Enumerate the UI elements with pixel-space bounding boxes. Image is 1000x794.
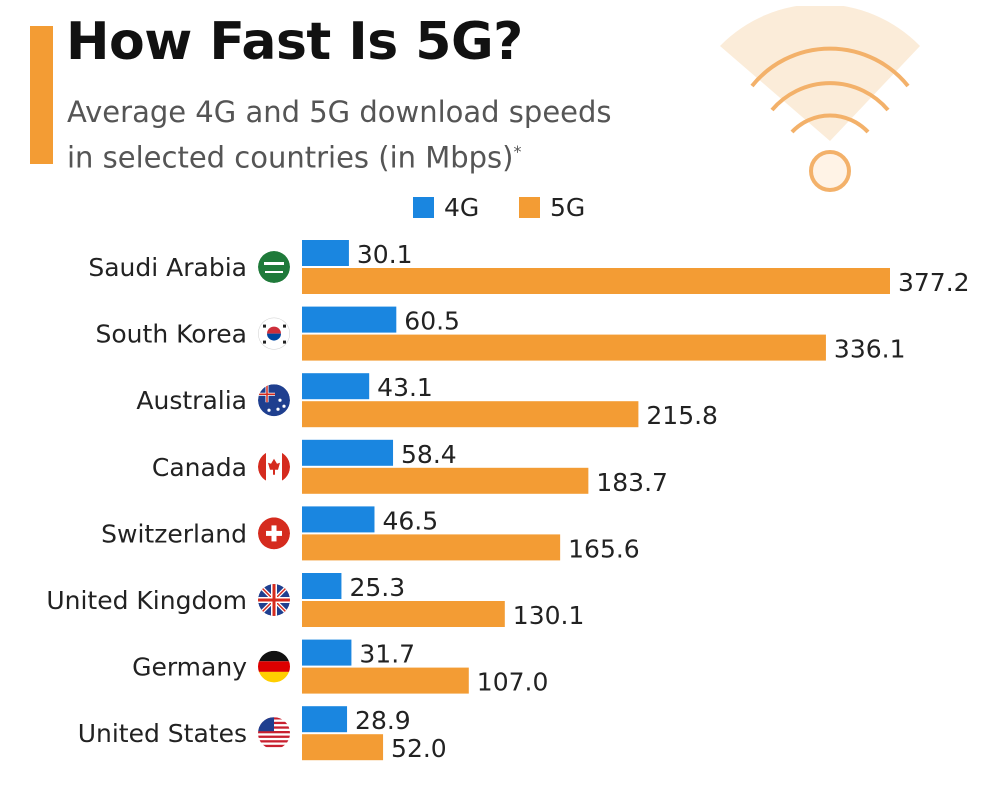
flag-saudi-arabia-icon [258,251,290,283]
bar-4g-south-korea [302,306,397,333]
bar-5g-switzerland [302,534,561,561]
legend-swatch-5g [519,197,540,218]
flag-canada-icon [258,450,290,483]
flag-south-korea-icon [258,317,290,350]
legend-swatch-4g [413,197,434,218]
value-label-5g-switzerland: 165.6 [568,534,640,563]
category-label-switzerland: Switzerland [101,519,247,548]
value-label-4g-australia: 43.1 [377,373,433,402]
legend-item-5g: 5G [519,195,585,221]
value-label-4g-united-states: 28.9 [355,706,411,735]
flag-united-kingdom-icon [258,584,290,616]
category-label-canada: Canada [152,453,247,482]
bar-4g-australia [302,373,370,400]
bar-5g-germany [302,667,469,694]
value-label-4g-switzerland: 46.5 [382,506,438,535]
value-label-5g-saudi-arabia: 377.2 [898,268,970,297]
category-label-saudi-arabia: Saudi Arabia [88,253,247,282]
bar-4g-switzerland [302,506,375,533]
bar-5g-south-korea [302,334,826,361]
value-label-5g-united-states: 52.0 [391,734,447,763]
category-label-united-states: United States [78,719,247,748]
value-label-5g-germany: 107.0 [477,668,549,697]
category-label-south-korea: South Korea [96,320,247,349]
flag-united-states-icon [258,717,290,750]
value-label-4g-united-kingdom: 25.3 [349,573,405,602]
legend-item-4g: 4G [413,195,479,221]
wifi-icon [720,6,920,192]
category-label-australia: Australia [136,386,247,415]
chart-title: How Fast Is 5G? [66,12,523,72]
category-label-germany: Germany [132,653,247,682]
bar-4g-canada [302,439,394,466]
subtitle-line-2: in selected countries (in Mbps) [67,140,514,175]
bar-5g-united-states [302,734,384,761]
legend-label-5g: 5G [550,193,586,222]
value-label-4g-germany: 31.7 [359,640,415,669]
chart-subtitle: Average 4G and 5G download speeds in sel… [67,92,707,178]
flag-australia-icon [258,384,290,417]
subtitle-line-1: Average 4G and 5G download speeds [67,95,612,129]
bar-4g-germany [302,639,352,666]
bar-4g-saudi-arabia [302,240,349,266]
flag-switzerland-icon [258,517,290,550]
legend-label-4g: 4G [444,193,480,222]
value-label-5g-canada: 183.7 [596,468,668,497]
footnote-mark: * [513,142,522,161]
title-accent-bar [30,26,53,164]
value-label-5g-south-korea: 336.1 [834,335,906,364]
value-label-4g-saudi-arabia: 30.1 [357,240,413,269]
bar-5g-saudi-arabia [302,268,890,294]
value-label-5g-united-kingdom: 130.1 [513,601,585,630]
category-label-united-kingdom: United Kingdom [46,586,247,615]
bar-5g-canada [302,467,589,494]
flag-germany-icon [258,650,290,683]
bar-5g-united-kingdom [302,601,505,627]
value-label-4g-south-korea: 60.5 [404,307,460,336]
value-label-5g-australia: 215.8 [646,401,718,430]
bar-4g-united-kingdom [302,573,342,599]
bar-5g-australia [302,401,639,428]
value-label-4g-canada: 58.4 [401,440,457,469]
bar-4g-united-states [302,706,348,733]
